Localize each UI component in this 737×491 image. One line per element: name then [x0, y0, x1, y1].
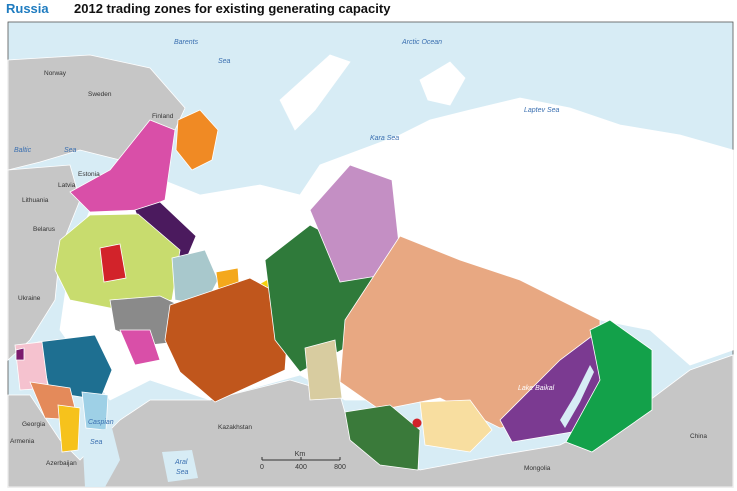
region-title: Russia — [6, 1, 49, 16]
sea-label: Caspian — [88, 419, 114, 426]
novaya-zemlya — [279, 54, 351, 131]
zone — [309, 164, 403, 283]
sea-label: Aral — [174, 459, 188, 466]
zone — [99, 243, 127, 283]
country-label: Azerbaijan — [46, 460, 77, 467]
zone — [15, 347, 25, 361]
zone — [344, 404, 421, 471]
country-label: China — [690, 433, 707, 440]
sea-label: Kara Sea — [370, 135, 399, 142]
country-label: Lithuania — [22, 197, 49, 204]
zone — [565, 319, 653, 453]
sea-label: Baltic — [14, 147, 32, 154]
zone — [119, 329, 161, 366]
zone — [419, 399, 493, 453]
scale-unit: Km — [295, 451, 306, 458]
zone — [175, 109, 219, 171]
zone — [37, 334, 113, 401]
zone — [57, 404, 81, 453]
country-label: Belarus — [33, 226, 56, 233]
severnaya-zemlya — [419, 61, 466, 106]
sea-label: Sea — [64, 147, 77, 154]
country-label: Norway — [44, 70, 67, 77]
lake-baikal — [560, 365, 594, 428]
country-label: Georgia — [22, 421, 46, 428]
map-title: 2012 trading zones for existing generati… — [74, 1, 391, 16]
scale-bar: Km 0 400 800 — [260, 451, 346, 471]
sea-label: Arctic Ocean — [401, 39, 442, 46]
sea-label: Lake Baikal — [518, 385, 555, 392]
country-label: Latvia — [58, 182, 76, 189]
country-label: Sweden — [88, 91, 112, 98]
map-labels: Barents Sea Arctic Ocean Laptev Sea Kara… — [10, 39, 707, 476]
sea-label: Laptev Sea — [524, 107, 560, 114]
sea-label: Sea — [218, 58, 231, 65]
scale-tick-label: 800 — [334, 464, 346, 471]
sea-label: Sea — [176, 469, 189, 476]
country-label: Finland — [152, 113, 174, 120]
country-label: Kazakhstan — [218, 424, 252, 431]
zone-dot — [412, 418, 422, 428]
zone — [164, 277, 291, 403]
sea-label: Sea — [90, 439, 103, 446]
country-label: Ukraine — [18, 295, 41, 302]
map — [7, 21, 734, 488]
country-label: Armenia — [10, 438, 35, 445]
sea-label: Barents — [174, 39, 199, 46]
caspian-sea — [82, 428, 120, 487]
scale-tick-label: 400 — [295, 464, 307, 471]
zone — [304, 339, 343, 401]
aral-sea — [162, 450, 198, 482]
country-label: Estonia — [78, 171, 100, 178]
scale-tick-label: 0 — [260, 464, 264, 471]
country-label: Mongolia — [524, 465, 551, 472]
